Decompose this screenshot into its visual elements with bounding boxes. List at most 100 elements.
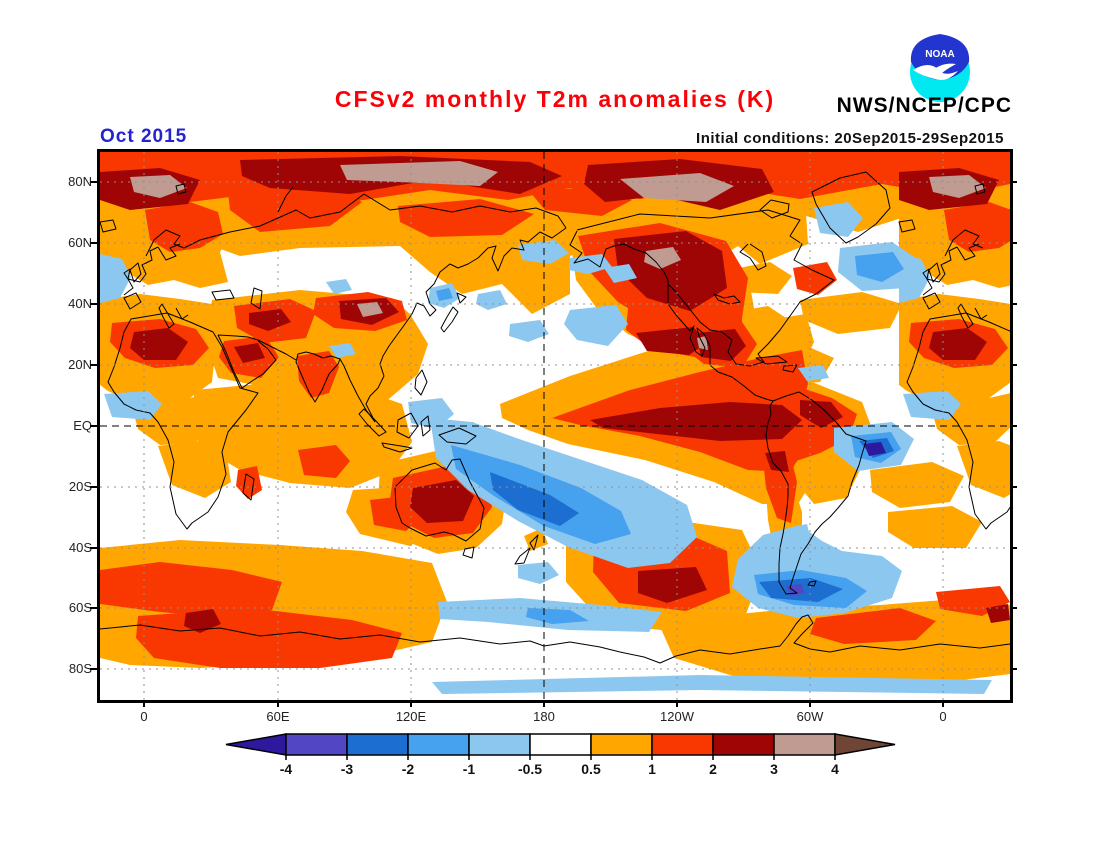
lon-tick-label: 0: [140, 709, 148, 724]
lat-tick-mark: [1010, 607, 1017, 609]
coastline: [123, 246, 159, 296]
lon-tick-mark: [676, 700, 678, 707]
lat-tick-label: 80N: [68, 174, 92, 189]
coastline: [129, 262, 142, 283]
coastline: [211, 289, 235, 301]
coastline: [157, 243, 181, 261]
lat-tick-mark: [1010, 547, 1017, 549]
map-frame: [97, 149, 1013, 703]
coastline: [217, 334, 277, 389]
coastline: [811, 171, 891, 244]
lat-tick-mark: [90, 668, 97, 670]
noaa-logo: NOAA: [910, 34, 970, 102]
coastline: [759, 199, 790, 219]
lat-tick-mark: [90, 425, 97, 427]
coastline: [576, 209, 835, 367]
colorbar-level-label: 0.5: [581, 761, 601, 777]
anomaly-map: [100, 152, 1010, 700]
lat-tick-mark: [90, 303, 97, 305]
coastline: [100, 219, 117, 233]
colorbar-level-label: 1: [648, 761, 656, 777]
coastline: [922, 292, 941, 310]
coastline: [123, 292, 142, 310]
coastline: [123, 268, 131, 280]
lon-tick-label: 180: [533, 709, 555, 724]
coastline: [145, 229, 185, 257]
lat-tick-label: 40N: [68, 296, 92, 311]
coastline: [277, 186, 294, 213]
coastline: [358, 408, 387, 437]
lat-tick-label: 20S: [68, 479, 92, 494]
lat-tick-mark: [1010, 242, 1017, 244]
coastline: [175, 183, 187, 195]
lat-tick-mark: [1010, 303, 1017, 305]
colorbar-level-label: -2: [402, 761, 415, 777]
coastline: [782, 364, 798, 373]
coastline: [396, 412, 419, 439]
lat-tick-mark: [90, 242, 97, 244]
coastline: [739, 243, 767, 271]
lon-tick-label: 0: [939, 709, 947, 724]
org-label: NWS/NCEP/CPC: [836, 94, 1012, 117]
coastline: [158, 303, 175, 329]
colorbar-level-label: -1: [463, 761, 476, 777]
coastline: [394, 458, 485, 542]
colorbar-level-label: -3: [341, 761, 354, 777]
colorbar-level-label: -0.5: [518, 761, 542, 777]
coastline: [414, 369, 428, 396]
colorbar-level-label: -4: [280, 761, 293, 777]
lat-tick-mark: [1010, 668, 1017, 670]
lat-tick-mark: [90, 547, 97, 549]
coastline: [956, 243, 980, 261]
lon-tick-mark: [809, 700, 811, 707]
coastline: [365, 227, 567, 423]
coastline: [107, 312, 259, 530]
lat-tick-label: 20N: [68, 357, 92, 372]
lat-tick-mark: [1010, 364, 1017, 366]
lat-tick-label: 60N: [68, 235, 92, 250]
lat-tick-mark: [1010, 425, 1017, 427]
coastline: [898, 219, 916, 233]
lon-tick-mark: [143, 700, 145, 707]
lat-tick-label: EQ: [73, 418, 92, 433]
coastline: [922, 268, 930, 280]
coastline: [944, 229, 984, 257]
coastline: [807, 580, 817, 587]
colorbar-legend: -4 -3 -2 -1 -0.5 0.5 1 2 3 4: [225, 733, 896, 777]
lat-tick-label: 60S: [68, 600, 92, 615]
coastline: [928, 262, 941, 283]
coastline: [295, 351, 376, 423]
colorbar-level-label: 4: [831, 761, 839, 777]
coastline: [957, 303, 974, 329]
coastline: [420, 415, 431, 437]
colorbar-level-label: 2: [709, 761, 717, 777]
lat-tick-label: 40S: [68, 540, 92, 555]
lat-tick-label: 80S: [68, 661, 92, 676]
valid-month-label: Oct 2015: [100, 126, 188, 147]
coastline: [438, 427, 477, 445]
lon-tick-label: 120W: [660, 709, 694, 724]
lat-tick-mark: [1010, 181, 1017, 183]
coastline: [381, 442, 413, 453]
coastline: [974, 183, 986, 195]
coastline: [456, 292, 467, 304]
coastline: [922, 246, 958, 296]
lon-tick-label: 60W: [796, 709, 824, 724]
lon-tick-mark: [942, 700, 944, 707]
coastline: [183, 193, 567, 249]
lon-tick-mark: [410, 700, 412, 707]
lat-tick-mark: [90, 486, 97, 488]
lon-tick-mark: [277, 700, 279, 707]
initial-conditions-label: Initial conditions: 20Sep2015-29Sep2015: [696, 130, 1004, 147]
coastline: [250, 287, 263, 310]
coastline: [529, 534, 539, 551]
lon-tick-label: 120E: [395, 709, 427, 724]
coastline: [242, 473, 255, 501]
noaa-bird-wing-icon: [931, 63, 956, 74]
lat-tick-mark: [90, 607, 97, 609]
chart-title: CFSv2 monthly T2m anomalies (K): [334, 86, 776, 112]
lat-tick-mark: [1010, 486, 1017, 488]
coastline: [906, 312, 1010, 530]
coastline: [440, 306, 459, 333]
